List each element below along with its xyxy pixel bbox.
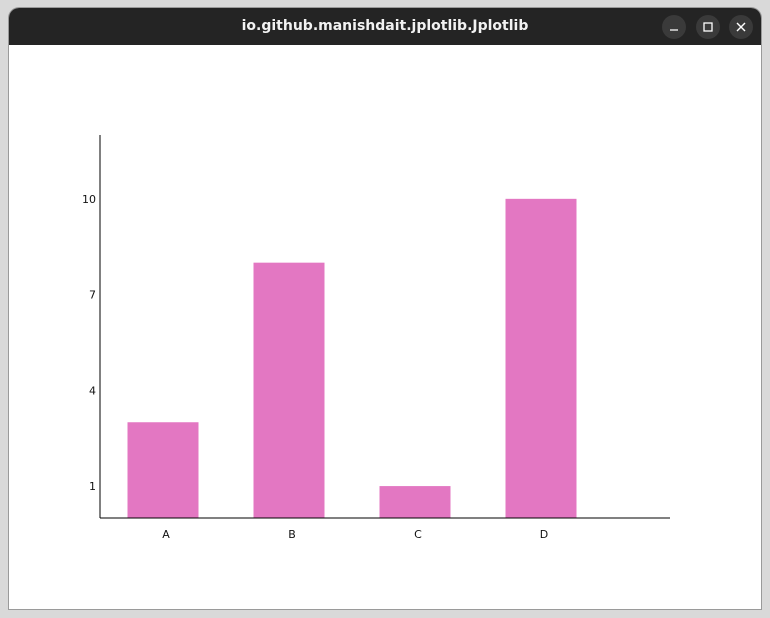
plot-canvas: 1 4 7 10 A B C D: [9, 45, 761, 609]
bar-a: [127, 422, 199, 518]
window-title: io.github.manishdait.jplotlib.Jplotlib: [241, 18, 529, 34]
y-axis-ticks: 1 4 7 10: [82, 193, 96, 493]
close-button[interactable]: [729, 15, 753, 39]
y-tick-label: 10: [82, 193, 96, 206]
close-icon: [736, 22, 746, 32]
y-tick-label: 7: [89, 289, 96, 302]
maximize-icon: [703, 22, 713, 32]
app-window: io.github.manishdait.jplotlib.Jplotlib 1…: [9, 8, 761, 609]
x-tick-label: A: [162, 528, 170, 541]
bar-d: [505, 198, 577, 519]
bars-group: [127, 198, 577, 519]
y-tick-label: 4: [89, 384, 96, 397]
title-bar[interactable]: io.github.manishdait.jplotlib.Jplotlib: [9, 8, 761, 45]
bar-chart: 1 4 7 10 A B C D: [82, 135, 670, 541]
y-tick-label: 1: [89, 480, 96, 493]
bar-c: [379, 486, 451, 518]
x-tick-label: B: [288, 528, 296, 541]
x-tick-label: C: [414, 528, 422, 541]
bar-b: [253, 262, 325, 518]
x-tick-label: D: [540, 528, 548, 541]
minimize-icon: [670, 29, 678, 31]
minimize-button[interactable]: [662, 15, 686, 39]
x-axis-ticks: A B C D: [162, 528, 548, 541]
maximize-button[interactable]: [696, 15, 720, 39]
